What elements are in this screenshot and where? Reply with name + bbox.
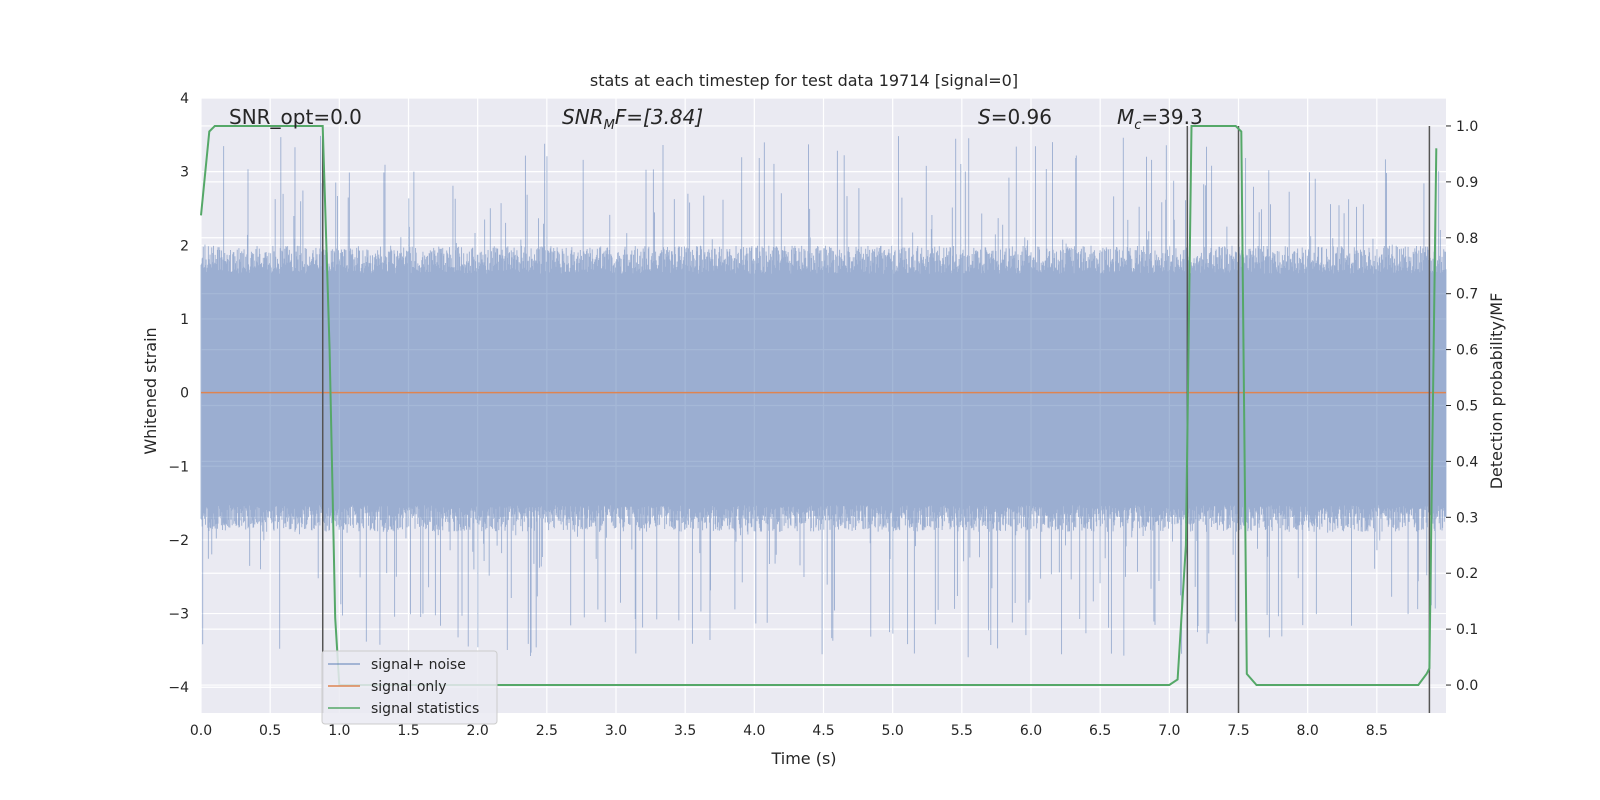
legend-label-signal-noise: signal+ noise	[371, 657, 466, 673]
x-tick-label: 2.5	[536, 723, 558, 739]
y2-tick-label: 0.7	[1456, 287, 1478, 303]
noise-trace	[200, 135, 1447, 658]
annotation-mc-sub: c	[1134, 118, 1141, 133]
legend-label-signal-only: signal only	[371, 679, 446, 695]
x-tick-label: 0.0	[190, 723, 212, 739]
annotation-snr-mf-main: SNR	[562, 105, 604, 129]
x-tick-label: 8.0	[1297, 723, 1319, 739]
signal-statistics-line	[200, 125, 1438, 686]
y2-tick-label: 0.5	[1456, 399, 1478, 415]
x-tick-label: 8.5	[1366, 723, 1388, 739]
y-tick-label: 2	[180, 238, 189, 254]
x-tick-label: 2.0	[467, 723, 489, 739]
y-tick-label: −2	[168, 533, 189, 549]
series-signal-statistics	[200, 125, 1438, 686]
y2-tick-label: 0.0	[1456, 678, 1478, 694]
y2-tick-label: 0.3	[1456, 510, 1478, 526]
legend-label-signal-statistics: signal statistics	[371, 701, 479, 717]
x-tick-label: 4.0	[743, 723, 765, 739]
x-tick-label: 5.5	[951, 723, 973, 739]
annotation-snr-opt: SNR_opt=0.0	[229, 105, 362, 129]
x-axis-label: Time (s)	[770, 749, 836, 768]
x-axis-ticks: 0.0 0.5 1.0 1.5 2.0 2.5 3.0 3.5 4.0 4.5 5.0 5.5 6.0 6…	[190, 723, 1388, 739]
x-tick-label: 6.5	[1089, 723, 1111, 739]
x-tick-label: 7.0	[1158, 723, 1180, 739]
chart-title: stats at each timestep for test data 197…	[590, 71, 1018, 90]
y2-tick-label: 0.2	[1456, 566, 1478, 582]
y2-tick-label: 0.1	[1456, 622, 1478, 638]
y-axis-label: Whitened strain	[141, 327, 160, 454]
y2-tick-label: 0.6	[1456, 343, 1478, 359]
annotation-snr-mf: SNRMF=[3.84]	[562, 105, 703, 133]
y2-tick-label: 0.9	[1456, 175, 1478, 191]
series-signal-noise	[200, 135, 1447, 658]
x-tick-label: 0.5	[259, 723, 281, 739]
y2-axis-label: Detection probability/MF	[1487, 293, 1506, 490]
y-tick-label: 3	[180, 165, 189, 181]
y-axis-ticks: 4 3 2 1 0 −1 −2 −3 −4	[168, 91, 189, 696]
annotation-mc: Mc=39.3	[1117, 105, 1203, 133]
annotation-s: S=0.96	[978, 105, 1052, 129]
annotation-snr-mf-rest: F=[3.84]	[615, 105, 703, 129]
y-tick-label: 0	[180, 386, 189, 402]
y2-tick-label: 0.8	[1456, 231, 1478, 247]
y-tick-label: 1	[180, 312, 189, 328]
y-tick-label: −1	[168, 459, 189, 475]
annotation-s-var: S	[978, 105, 991, 129]
annotation-mc-var: M	[1117, 105, 1134, 129]
x-tick-label: 1.5	[397, 723, 419, 739]
x-tick-label: 3.5	[674, 723, 696, 739]
y2-axis-ticks: 1.0 0.9 0.8 0.7 0.6 0.5 0.4 0.3 0.2 0.1 0.0	[1446, 119, 1478, 694]
x-tick-label: 6.0	[1020, 723, 1042, 739]
legend: signal+ noise signal only signal statist…	[321, 650, 498, 725]
y-tick-label: −3	[168, 607, 189, 623]
y-tick-label: −4	[168, 680, 189, 696]
y-tick-label: 4	[180, 91, 189, 107]
y2-tick-label: 0.4	[1456, 454, 1478, 470]
annotation-snr-mf-sub: M	[604, 118, 615, 133]
y2-tick-label: 1.0	[1456, 119, 1478, 135]
x-tick-label: 3.0	[605, 723, 627, 739]
annotation-s-rest: =0.96	[991, 105, 1052, 129]
x-tick-label: 5.0	[882, 723, 904, 739]
legend-box	[321, 650, 498, 725]
x-tick-label: 1.0	[328, 723, 350, 739]
x-tick-label: 4.5	[812, 723, 834, 739]
annotation-mc-rest: =39.3	[1141, 105, 1202, 129]
x-tick-label: 7.5	[1227, 723, 1249, 739]
